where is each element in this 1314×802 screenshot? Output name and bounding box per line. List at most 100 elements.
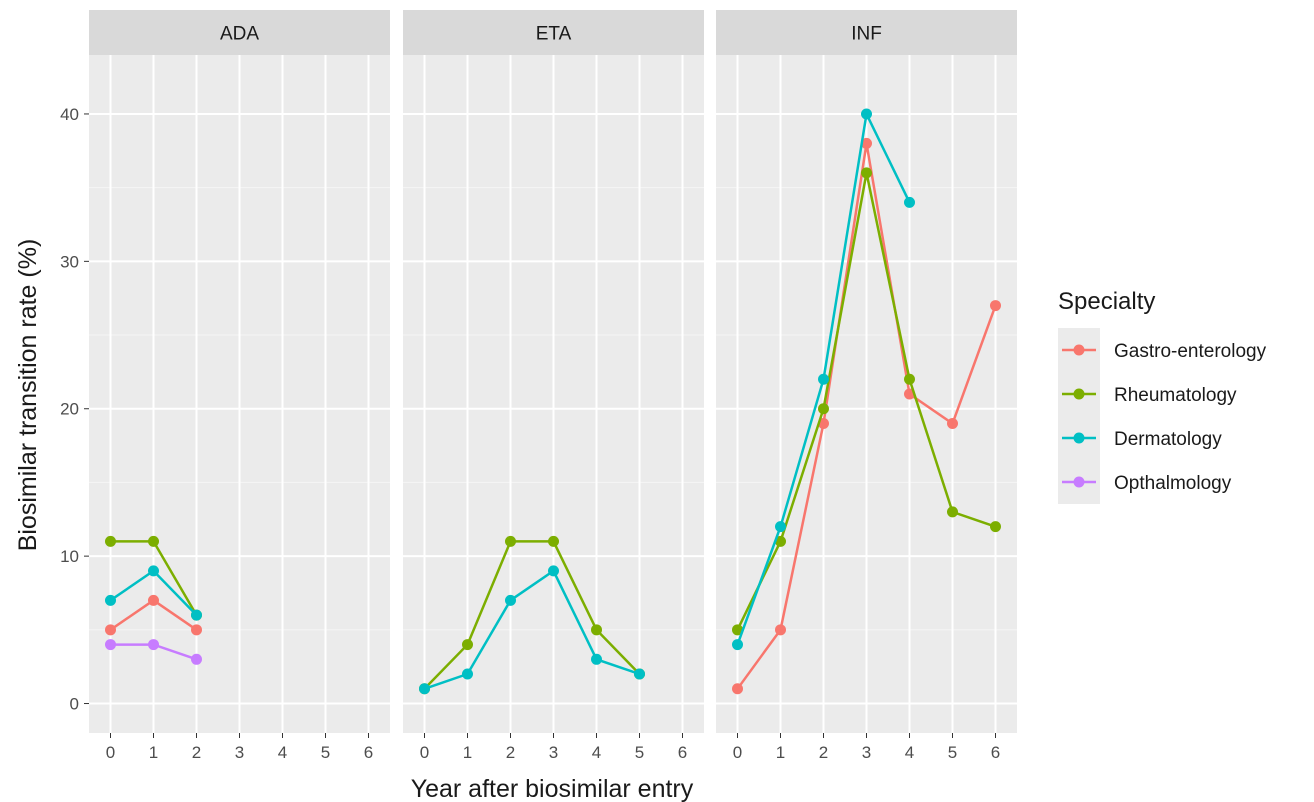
x-tick-label: 5 [948, 743, 957, 762]
x-tick-label: 0 [106, 743, 115, 762]
series-dermatology [105, 565, 202, 621]
facet-strip [716, 10, 1017, 55]
data-point [105, 594, 116, 606]
data-point [904, 373, 915, 385]
x-tick-label: 3 [549, 743, 558, 762]
data-point [462, 639, 473, 651]
y-tick-label: 40 [60, 105, 79, 124]
legend-key-point [1073, 344, 1085, 356]
data-point [191, 609, 202, 621]
data-point [990, 300, 1001, 312]
facet-label: INF [851, 24, 882, 45]
series-line [424, 569, 640, 690]
data-point [947, 506, 958, 518]
data-point [505, 594, 516, 606]
data-point [548, 565, 559, 577]
legend: Specialty Gastro-enterology Rheumatology D… [1058, 288, 1267, 504]
panel-eta: ETA 0 1 2 3 4 5 6 [403, 10, 704, 762]
data-point [732, 639, 743, 651]
y-tick-label: 10 [60, 547, 79, 566]
data-point [148, 594, 159, 606]
x-tick-label: 1 [776, 743, 785, 762]
x-tick-label: 1 [463, 743, 472, 762]
data-point [861, 167, 872, 179]
facet-label: ADA [220, 24, 259, 45]
facet-label: ETA [536, 24, 572, 45]
data-point [732, 683, 743, 695]
y-axis-title: Biosimilar transition rate (%) [14, 239, 42, 552]
legend-label: Rheumatology [1114, 385, 1237, 406]
x-tick-label: 1 [149, 743, 158, 762]
legend-label: Gastro-enterology [1114, 341, 1267, 362]
data-point [591, 653, 602, 665]
legend-label: Dermatology [1114, 429, 1222, 450]
data-point [732, 624, 743, 636]
series-opthalmology [105, 639, 202, 665]
data-point [861, 137, 872, 149]
y-axis: 0 10 20 30 40 [60, 105, 89, 714]
legend-entry: Opthalmology [1058, 460, 1232, 504]
data-point [105, 535, 116, 547]
data-point [148, 535, 159, 547]
legend-key-point [1073, 432, 1085, 444]
x-tick-label: 0 [420, 743, 429, 762]
x-tick-label: 4 [278, 743, 287, 762]
x-tick-label: 6 [364, 743, 373, 762]
x-tick-label: 2 [192, 743, 201, 762]
y-tick-label: 30 [60, 252, 79, 271]
data-point [904, 196, 915, 208]
legend-entry: Gastro-enterology [1058, 328, 1267, 372]
facet-strip [89, 10, 390, 55]
data-point [191, 653, 202, 665]
data-point [462, 668, 473, 680]
x-tick-label: 2 [819, 743, 828, 762]
data-point [191, 624, 202, 636]
panel-ada: ADA 0 1 2 3 4 5 6 [89, 10, 390, 762]
series-dermatology [732, 108, 915, 651]
data-point [105, 639, 116, 651]
data-point [818, 373, 829, 385]
data-point [591, 624, 602, 636]
x-tick-label: 4 [592, 743, 601, 762]
x-tick-label: 6 [678, 743, 687, 762]
series-line [423, 540, 641, 690]
x-tick-label: 6 [991, 743, 1000, 762]
series-rheumatology [732, 167, 1001, 636]
x-tick-label: 3 [862, 743, 871, 762]
x-tick-label: 2 [506, 743, 515, 762]
data-point [105, 624, 116, 636]
data-point [148, 639, 159, 651]
panels-layer: ADA 0 1 2 3 4 5 6 ETA 0 1 2 3 4 5 6 INF 0 1 2 3 4 5 6 [89, 10, 1017, 762]
panel-inf: INF 0 1 2 3 4 5 6 [716, 10, 1017, 762]
x-tick-label: 0 [733, 743, 742, 762]
series-gastro-enterology [105, 594, 202, 636]
legend-key-point [1073, 388, 1085, 400]
legend-label: Opthalmology [1114, 473, 1232, 494]
y-tick-label: 0 [70, 695, 79, 714]
data-point [990, 521, 1001, 533]
legend-entry: Dermatology [1058, 416, 1222, 460]
x-tick-label: 3 [235, 743, 244, 762]
data-point [505, 535, 516, 547]
data-point [775, 521, 786, 533]
data-point [548, 535, 559, 547]
data-point [818, 403, 829, 415]
data-point [775, 535, 786, 547]
x-tick-label: 4 [905, 743, 914, 762]
x-axis-title: Year after biosimilar entry [411, 775, 694, 802]
facet-strip [403, 10, 704, 55]
x-tick-label: 5 [321, 743, 330, 762]
data-point [947, 417, 958, 429]
data-point [148, 565, 159, 577]
x-tick-label: 5 [635, 743, 644, 762]
data-point [634, 668, 645, 680]
series-dermatology [419, 565, 645, 695]
data-point [861, 108, 872, 120]
data-point [419, 683, 430, 695]
y-tick-label: 20 [60, 400, 79, 419]
legend-entry: Rheumatology [1058, 372, 1237, 416]
data-point [775, 624, 786, 636]
legend-key-point [1073, 476, 1085, 488]
legend-title: Specialty [1058, 288, 1155, 315]
